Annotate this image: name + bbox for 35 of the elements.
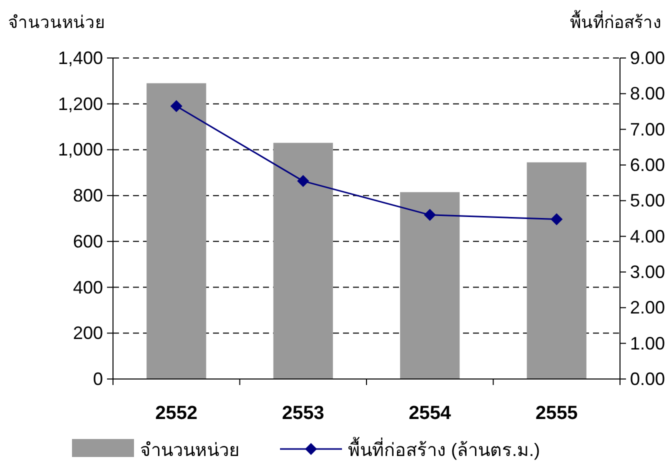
y-tick-label: 1,000 <box>58 140 103 160</box>
y-tick-label: 600 <box>72 231 103 252</box>
y-tick-label: 200 <box>72 323 103 344</box>
x-tick-label: 2555 <box>535 403 578 424</box>
point <box>424 208 436 221</box>
x-tick-label: 2554 <box>408 403 452 424</box>
y-tick-label: 400 <box>72 277 103 298</box>
legend-label: พื้นที่ก่อสร้าง (ล้านตร.ม.) <box>348 437 540 460</box>
legend-label: จำนวนหน่วย <box>140 440 240 460</box>
legend-จำนวนหน่วย: จำนวนหน่วย <box>72 439 240 460</box>
y2-tick-label: 4.00 <box>630 226 666 246</box>
bar <box>146 83 206 379</box>
bar <box>526 162 586 379</box>
y-tick-label: 0 <box>92 369 103 389</box>
x-tick-label: 2553 <box>282 403 324 424</box>
y-tick-label: 1,400 <box>58 48 103 68</box>
y2-tick-label: 2.00 <box>630 298 666 318</box>
y2-tick-label: 0.00 <box>630 369 666 389</box>
y-axis-title: จำนวนหน่วย <box>8 13 105 32</box>
y2-tick-label: 5.00 <box>630 190 666 211</box>
point <box>550 213 563 226</box>
y2-tick-label: 9.00 <box>630 48 666 68</box>
y2-tick-label: 7.00 <box>630 119 666 140</box>
y-tick-label: 1,200 <box>58 94 103 114</box>
point <box>170 100 182 112</box>
bar <box>400 192 460 379</box>
bar <box>273 142 333 379</box>
y2-tick-label: 8.00 <box>630 84 666 104</box>
y2-tick-label: 1.00 <box>630 333 666 354</box>
y2-tick-label: 3.00 <box>630 262 666 282</box>
y2-axis-title: พื้นที่ก่อสร้าง <box>570 10 661 32</box>
x-tick-label: 2552 <box>155 403 198 424</box>
point <box>297 175 310 188</box>
y-tick-label: 800 <box>72 186 103 206</box>
y2-tick-label: 6.00 <box>630 155 666 175</box>
